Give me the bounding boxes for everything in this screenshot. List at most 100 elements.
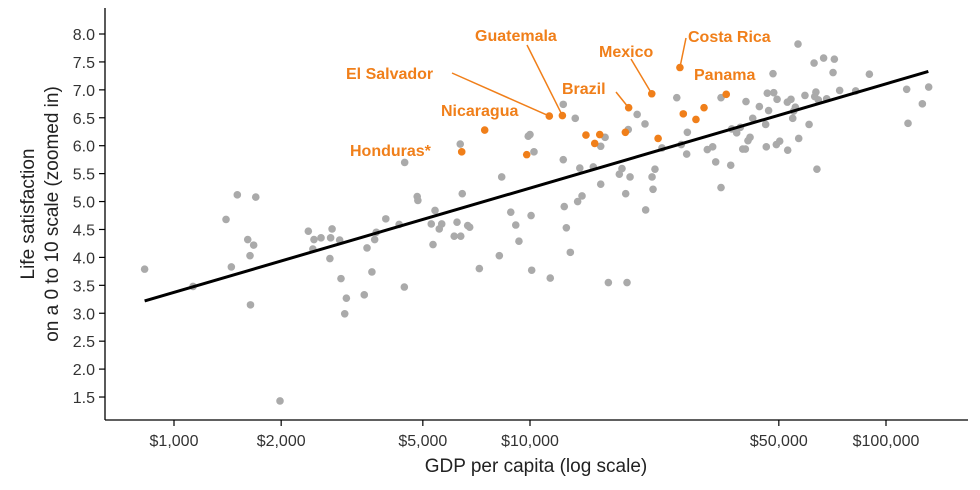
data-point — [819, 54, 828, 62]
data-point — [769, 88, 778, 97]
label-guatemala: Guatemala — [475, 28, 557, 45]
data-point — [571, 114, 580, 123]
data-point — [830, 55, 839, 63]
annotations: Honduras* Nicaragua El Salvador Guatemala Br… — [346, 28, 771, 160]
data-point — [596, 142, 605, 151]
data-point — [865, 70, 874, 79]
highlight-data-point — [722, 90, 731, 99]
highlight-data-point — [621, 128, 630, 137]
data-point — [578, 192, 586, 200]
data-point — [400, 158, 409, 167]
x-tick-label: $50,000 — [750, 433, 808, 450]
leader-line-costa-rica — [679, 37, 687, 68]
data-point — [465, 223, 474, 232]
data-point — [222, 215, 230, 224]
data-point — [762, 143, 771, 151]
data-point — [813, 165, 821, 173]
y-axis-title-line-1: Life satisfaction — [18, 149, 39, 280]
data-point — [744, 136, 752, 145]
data-point — [429, 240, 437, 249]
data-point — [495, 251, 504, 260]
highlight-data-point — [700, 103, 708, 112]
data-point — [621, 189, 630, 198]
data-point — [801, 91, 809, 100]
data-point — [559, 155, 568, 164]
data-point — [546, 274, 555, 282]
data-point — [435, 225, 444, 233]
data-point — [363, 244, 371, 252]
y-tick-label: 4.5 — [73, 222, 95, 239]
y-axis-ticks: 1.5 2.0 2.5 3.0 3.5 4.0 4.5 5.0 5.5 6.0 6.5 7.0 7.5 8… — [73, 27, 105, 407]
data-point — [360, 291, 369, 299]
data-point — [382, 215, 390, 223]
data-point — [527, 211, 535, 220]
label-costa-rica: Costa Rica — [688, 29, 771, 46]
data-point — [562, 223, 571, 232]
data-point — [526, 130, 534, 139]
leader-line-el-salvador — [451, 72, 550, 117]
data-point — [276, 397, 284, 405]
highlight-data-point — [692, 115, 700, 124]
data-point — [742, 97, 750, 106]
y-tick-label: 6.5 — [73, 111, 95, 128]
data-point — [633, 110, 641, 119]
data-point — [251, 193, 260, 201]
data-point — [904, 119, 912, 128]
data-point — [566, 248, 575, 257]
data-point — [918, 100, 927, 108]
data-point — [748, 114, 757, 123]
y-tick-label: 8.0 — [73, 27, 95, 44]
data-point — [755, 102, 764, 111]
data-point — [515, 237, 523, 246]
x-tick-label: $2,000 — [257, 433, 306, 450]
data-point — [530, 148, 538, 156]
y-tick-label: 3.0 — [73, 306, 95, 323]
data-point — [682, 150, 691, 158]
data-point — [342, 294, 351, 302]
highlight-data-point — [654, 134, 662, 143]
highlight-data-point — [457, 148, 466, 156]
data-point — [924, 83, 933, 91]
data-point — [310, 235, 318, 244]
data-point — [337, 274, 345, 283]
data-point — [328, 225, 336, 233]
data-point — [243, 235, 252, 244]
data-point — [246, 251, 254, 260]
y-axis-title-line-2: on a 0 to 10 scale (zoomed in) — [42, 86, 63, 342]
label-panama: Panama — [694, 67, 755, 84]
x-tick-label: $5,000 — [398, 433, 447, 450]
data-point — [708, 143, 717, 151]
data-point — [732, 129, 741, 137]
data-point — [233, 191, 242, 199]
label-honduras: Honduras* — [350, 143, 432, 160]
x-tick-label: $1,000 — [150, 433, 199, 450]
label-el-salvador: El Salvador — [346, 66, 433, 83]
trend-line — [144, 69, 929, 303]
highlight-data-point — [595, 130, 604, 139]
data-point — [761, 120, 770, 129]
data-points — [140, 40, 933, 405]
data-point — [829, 68, 837, 77]
label-mexico: Mexico — [599, 44, 653, 61]
data-point — [453, 218, 461, 227]
data-point — [626, 173, 634, 181]
data-point — [246, 301, 255, 309]
y-tick-label: 1.5 — [73, 390, 95, 407]
data-point — [902, 85, 911, 94]
highlight-data-point — [679, 110, 688, 118]
data-point — [317, 234, 325, 242]
y-tick-label: 5.5 — [73, 167, 95, 184]
y-tick-label: 5.0 — [73, 195, 95, 212]
data-point — [726, 161, 735, 170]
data-point — [227, 263, 236, 271]
x-axis-ticks: $1,000 $2,000 $5,000 $10,000 $50,000 $100,000 — [150, 420, 919, 450]
data-point — [456, 232, 465, 240]
leader-line-brazil — [615, 91, 630, 109]
data-point — [835, 86, 844, 95]
data-point — [649, 185, 657, 194]
data-point — [527, 266, 536, 275]
data-point — [400, 283, 409, 291]
data-point — [810, 59, 818, 67]
data-point — [772, 140, 781, 149]
